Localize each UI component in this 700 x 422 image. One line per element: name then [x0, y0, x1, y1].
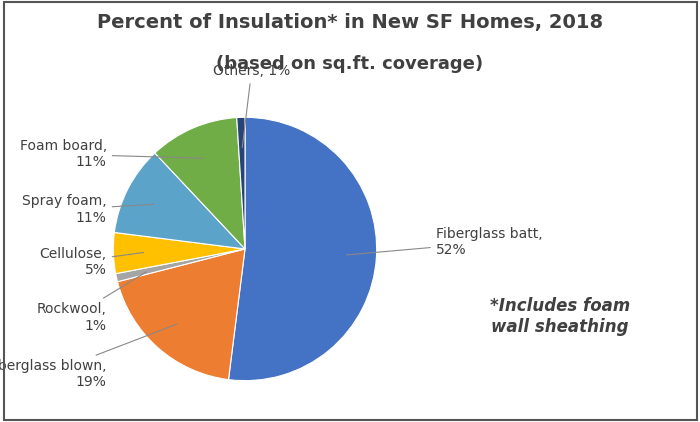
Wedge shape	[116, 249, 245, 282]
Wedge shape	[237, 117, 245, 249]
Text: Foam board,
11%: Foam board, 11%	[20, 139, 203, 169]
Text: Cellulose,
5%: Cellulose, 5%	[40, 247, 144, 277]
Text: Spray foam,
11%: Spray foam, 11%	[22, 195, 154, 225]
Text: (based on sq.ft. coverage): (based on sq.ft. coverage)	[216, 55, 484, 73]
Text: *Includes foam
wall sheathing: *Includes foam wall sheathing	[490, 297, 630, 336]
Wedge shape	[155, 118, 245, 249]
Text: Fiberglass batt,
52%: Fiberglass batt, 52%	[346, 227, 542, 257]
Text: Fiberglass blown,
19%: Fiberglass blown, 19%	[0, 324, 177, 389]
Wedge shape	[118, 249, 245, 380]
Text: Percent of Insulation* in New SF Homes, 2018: Percent of Insulation* in New SF Homes, …	[97, 13, 603, 32]
Wedge shape	[114, 153, 245, 249]
Text: Rockwool,
1%: Rockwool, 1%	[37, 272, 146, 333]
Text: Others, 1%: Others, 1%	[213, 64, 290, 148]
Wedge shape	[228, 117, 377, 381]
Wedge shape	[113, 233, 245, 273]
